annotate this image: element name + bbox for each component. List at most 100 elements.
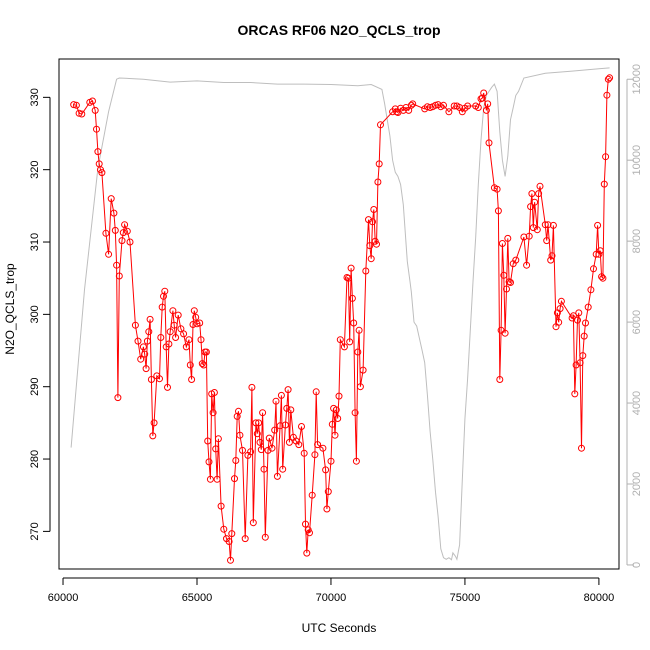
y2-tick-label: 6000 xyxy=(631,310,643,334)
n2o-point xyxy=(249,519,257,527)
n2o-point xyxy=(174,311,182,319)
n2o-point xyxy=(261,533,269,541)
n2o-point xyxy=(584,303,592,311)
n2o-point xyxy=(158,303,166,311)
n2o-point xyxy=(89,97,96,105)
n2o-point xyxy=(311,451,319,459)
n2o-point xyxy=(496,376,504,383)
n2o-point xyxy=(328,420,336,428)
n2o-point xyxy=(543,237,551,245)
x-axis-label: UTC Seconds xyxy=(302,621,377,635)
n2o-point xyxy=(549,221,557,229)
n2o-point xyxy=(126,238,134,246)
n2o-point xyxy=(115,272,123,280)
n2o-point xyxy=(217,502,225,510)
n2o-point xyxy=(344,274,352,282)
n2o-point xyxy=(531,198,539,206)
n2o-point xyxy=(482,106,490,114)
n2o-point xyxy=(366,242,374,250)
n2o-point xyxy=(283,404,291,412)
n2o-point xyxy=(377,121,384,129)
n2o-point xyxy=(574,316,581,324)
n2o-point xyxy=(165,340,173,348)
n2o-point xyxy=(351,409,359,417)
n2o-point xyxy=(302,520,309,528)
y2-tick-label: 4000 xyxy=(631,391,643,415)
n2o-point xyxy=(180,330,188,338)
n2o-point xyxy=(362,267,370,275)
n2o-point xyxy=(367,255,375,263)
n2o-point xyxy=(189,321,197,328)
n2o-point xyxy=(375,160,383,168)
n2o-point xyxy=(595,250,603,258)
n2o-point xyxy=(232,457,240,464)
n2o-point xyxy=(373,240,380,248)
n2o-point xyxy=(604,75,612,83)
n2o-point xyxy=(93,125,100,133)
n2o-point xyxy=(592,250,600,258)
x-tick-label: 80000 xyxy=(584,592,615,604)
n2o-point xyxy=(501,329,509,337)
n2o-point xyxy=(192,313,200,321)
y-tick-label: 280 xyxy=(29,450,41,468)
n2o-point xyxy=(98,169,106,177)
y2-tick-label: 0 xyxy=(631,562,643,568)
n2o-point xyxy=(160,292,167,300)
n2o-point xyxy=(150,419,158,427)
y2-tick-label: 10000 xyxy=(631,145,643,176)
n2o-point xyxy=(202,348,210,356)
n2o-point xyxy=(70,101,78,109)
n2o-point xyxy=(572,361,580,369)
n2o-point xyxy=(185,336,193,344)
n2o-point xyxy=(300,449,308,457)
y-tick-label: 300 xyxy=(29,305,41,323)
n2o-point xyxy=(141,350,149,358)
n2o-point xyxy=(227,556,234,564)
n2o-point xyxy=(582,319,589,327)
n2o-point xyxy=(256,438,264,446)
n2o-point xyxy=(352,457,360,465)
n2o-point xyxy=(512,256,520,264)
n2o-point xyxy=(548,252,556,260)
n2o-point xyxy=(147,376,155,383)
x-tick-label: 70000 xyxy=(316,592,347,604)
n2o-point xyxy=(590,265,597,273)
n2o-point xyxy=(281,421,289,429)
n2o-point xyxy=(527,203,535,211)
n2o-point xyxy=(312,388,320,396)
y-tick-label: 290 xyxy=(29,378,41,396)
n2o-point xyxy=(484,100,492,108)
n2o-point xyxy=(541,221,549,229)
n2o-point xyxy=(131,321,139,329)
n2o-point xyxy=(334,415,342,422)
n2o-point xyxy=(480,89,488,97)
n2o-point xyxy=(145,328,153,336)
n2o-point xyxy=(356,383,364,391)
n2o-point xyxy=(580,332,588,340)
n2o-point xyxy=(478,94,486,102)
n2o-point xyxy=(247,448,255,456)
n2o-point xyxy=(557,297,565,305)
n2o-point xyxy=(440,101,447,109)
n2o-point xyxy=(204,437,212,445)
n2o-point xyxy=(520,233,528,241)
n2o-point xyxy=(259,409,267,417)
n2o-point xyxy=(214,435,222,443)
n2o-point xyxy=(257,446,265,454)
n2o-point xyxy=(113,261,121,269)
n2o-point xyxy=(336,336,344,344)
n2o-point xyxy=(576,359,584,367)
y-tick-label: 310 xyxy=(29,233,41,251)
n2o-point xyxy=(370,206,378,213)
n2o-point xyxy=(271,426,279,434)
axes: 60000 65000 70000 75000 80000270280290300310… xyxy=(29,64,643,604)
n2o-point xyxy=(578,444,585,452)
n2o-point xyxy=(190,307,198,315)
n2o-point xyxy=(78,110,86,118)
n2o-point xyxy=(598,273,606,281)
n2o-point xyxy=(272,397,280,405)
n2o-point xyxy=(105,250,113,258)
n2o-point xyxy=(119,229,127,237)
n2o-point xyxy=(265,434,273,442)
n2o-point xyxy=(525,232,533,240)
